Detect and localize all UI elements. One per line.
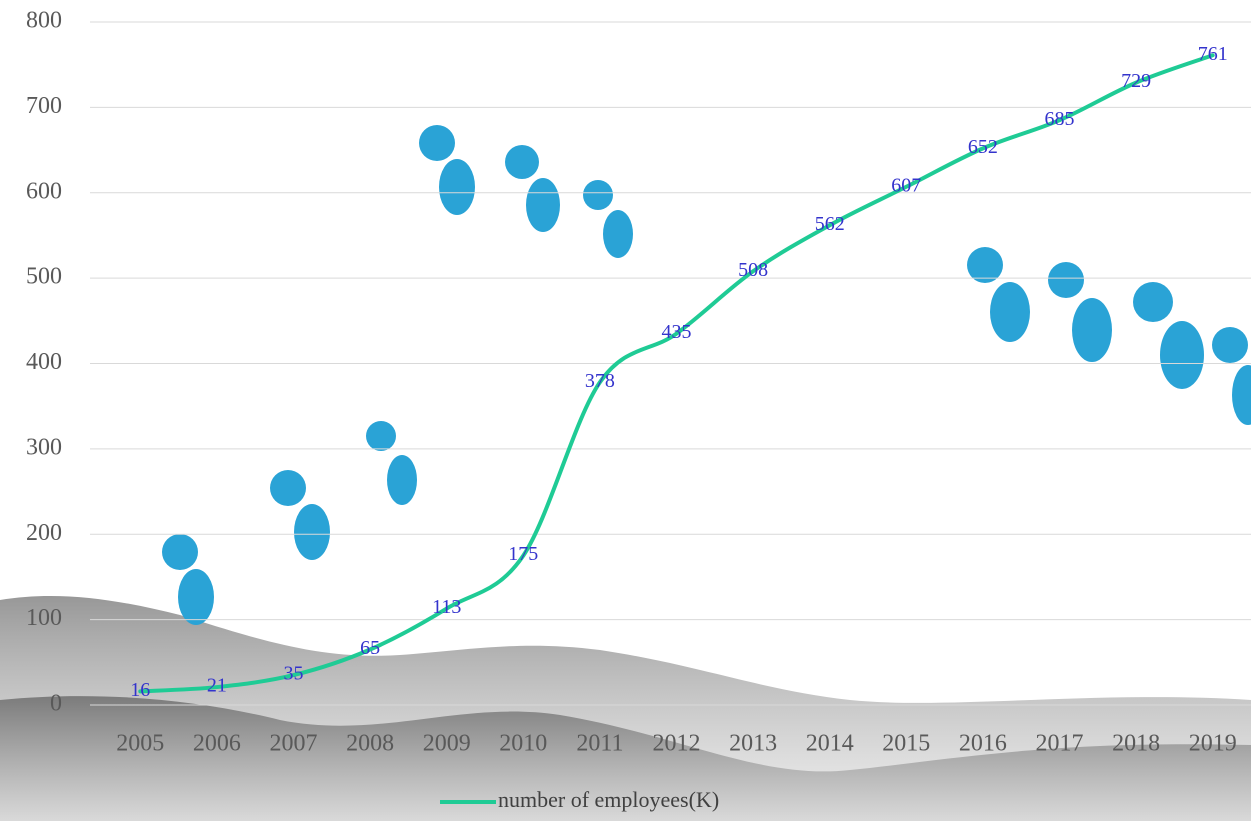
y-tick-label: 600	[26, 178, 62, 204]
y-tick-label: 400	[26, 349, 62, 375]
data-label: 378	[585, 370, 615, 392]
data-line	[140, 55, 1212, 691]
data-label: 685	[1045, 108, 1075, 130]
x-tick-label: 2019	[1189, 731, 1237, 757]
y-tick-label: 200	[26, 520, 62, 546]
y-tick-label: 0	[50, 691, 62, 717]
x-tick-label: 2015	[882, 731, 930, 757]
data-label: 508	[738, 259, 768, 281]
legend-label: number of employees(K)	[498, 787, 719, 812]
y-tick-label: 100	[26, 605, 62, 631]
data-label: 21	[207, 675, 227, 697]
x-tick-label: 2014	[806, 731, 854, 757]
x-tick-label: 2010	[499, 731, 547, 757]
y-tick-label: 300	[26, 434, 62, 460]
data-label: 65	[360, 637, 380, 659]
x-tick-label: 2018	[1112, 731, 1160, 757]
data-label: 435	[662, 321, 692, 343]
x-tick-label: 2017	[1036, 731, 1084, 757]
data-label: 35	[284, 663, 304, 685]
x-tick-label: 2016	[959, 731, 1007, 757]
y-tick-label: 700	[26, 93, 62, 119]
x-tick-label: 2012	[653, 731, 701, 757]
x-tick-label: 2006	[193, 731, 241, 757]
x-tick-label: 2005	[116, 731, 164, 757]
data-label: 175	[508, 543, 538, 565]
x-tick-label: 2011	[576, 731, 623, 757]
y-tick-label: 500	[26, 264, 62, 290]
data-label: 113	[432, 596, 461, 618]
decorative-figures	[162, 125, 1251, 625]
data-label: 562	[815, 213, 845, 235]
data-label: 16	[130, 679, 150, 701]
x-tick-label: 2009	[423, 731, 471, 757]
chart: number of employees(K) 0 100 200 300 400 500 6…	[0, 0, 1251, 821]
data-label: 729	[1121, 70, 1151, 92]
data-label: 652	[968, 136, 998, 158]
x-tick-label: 2007	[270, 731, 318, 757]
x-tick-label: 2008	[346, 731, 394, 757]
y-tick-label: 800	[26, 8, 62, 34]
data-label: 761	[1198, 43, 1228, 65]
page: {"chart_data": {"type": "line", "categor…	[0, 0, 1251, 821]
x-tick-label: 2013	[729, 731, 777, 757]
data-label: 607	[891, 174, 921, 196]
